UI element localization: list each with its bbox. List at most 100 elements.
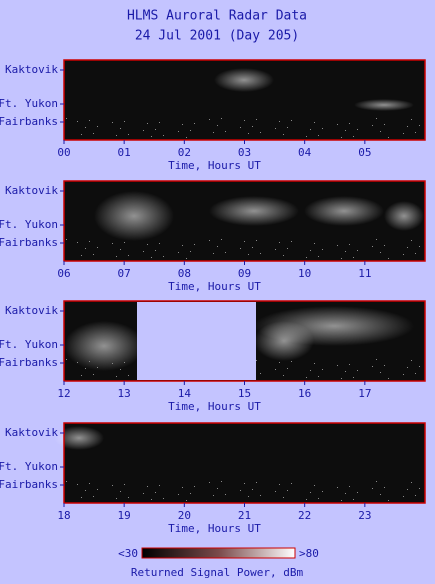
noise	[190, 130, 191, 131]
noise	[341, 137, 342, 138]
noise	[194, 123, 195, 124]
noise	[89, 361, 90, 362]
noise	[357, 370, 358, 371]
noise	[178, 252, 179, 253]
noise	[388, 378, 389, 379]
noise	[291, 361, 292, 362]
echo	[214, 68, 274, 92]
noise	[163, 256, 164, 257]
colorbar	[141, 547, 296, 559]
noise	[112, 122, 113, 123]
echo	[254, 321, 314, 361]
noise	[353, 377, 354, 378]
y-tick-label: Kaktovik	[5, 304, 58, 317]
noise	[93, 374, 94, 375]
noise	[147, 244, 148, 245]
noise	[252, 126, 253, 127]
x-tick-label: 14	[178, 387, 192, 400]
noise	[244, 241, 245, 242]
noise	[182, 124, 183, 125]
noise	[89, 483, 90, 484]
noise	[147, 486, 148, 487]
noise	[221, 481, 222, 482]
noise	[81, 134, 82, 135]
noise	[124, 121, 125, 122]
noise	[341, 378, 342, 379]
noise	[120, 491, 121, 492]
noise	[221, 239, 222, 240]
noise	[322, 369, 323, 370]
noise	[120, 128, 121, 129]
noise	[341, 258, 342, 259]
colorbar-title: Returned Signal Power, dBm	[131, 566, 304, 579]
noise	[128, 134, 129, 135]
x-tick-label: 08	[178, 267, 191, 280]
noise	[349, 123, 350, 124]
echo	[354, 99, 414, 111]
noise	[97, 489, 98, 490]
x-tick-label: 06	[57, 267, 70, 280]
noise	[314, 243, 315, 244]
noise	[225, 252, 226, 253]
noise	[345, 371, 346, 372]
noise	[322, 491, 323, 492]
noise	[372, 125, 373, 126]
x-tick-label: 17	[358, 387, 371, 400]
noise	[190, 251, 191, 252]
noise	[376, 239, 377, 240]
noise	[217, 246, 218, 247]
noise	[407, 126, 408, 127]
noise	[77, 362, 78, 363]
noise	[372, 366, 373, 367]
noise	[190, 493, 191, 494]
noise	[159, 243, 160, 244]
y-tick-label: Fairbanks	[0, 478, 58, 491]
noise	[283, 497, 284, 498]
noise	[93, 254, 94, 255]
x-tick-label: 15	[238, 387, 251, 400]
noise	[279, 121, 280, 122]
noise	[97, 247, 98, 248]
noise	[97, 126, 98, 127]
noise	[275, 369, 276, 370]
noise	[310, 492, 311, 493]
noise	[291, 241, 292, 242]
noise	[372, 488, 373, 489]
noise	[194, 244, 195, 245]
noise	[116, 376, 117, 377]
noise	[143, 130, 144, 131]
x-tick-label: 16	[298, 387, 311, 400]
noise	[116, 135, 117, 136]
noise	[349, 244, 350, 245]
noise	[89, 241, 90, 242]
noise	[345, 130, 346, 131]
noise	[403, 496, 404, 497]
y-tick-label: Kaktovik	[5, 63, 58, 76]
noise	[155, 250, 156, 251]
x-tick-label: 18	[57, 509, 70, 522]
echo	[64, 321, 144, 371]
noise	[376, 118, 377, 119]
noise	[66, 481, 67, 482]
noise	[93, 133, 94, 134]
noise	[163, 135, 164, 136]
noise	[357, 492, 358, 493]
noise	[151, 499, 152, 500]
noise	[388, 258, 389, 259]
noise	[112, 363, 113, 364]
noise	[322, 128, 323, 129]
noise	[407, 367, 408, 368]
noise	[240, 127, 241, 128]
y-tick-label: Ft. Yukon	[0, 338, 58, 351]
y-tick-label: Kaktovik	[5, 184, 58, 197]
y-tick-label: Ft. Yukon	[0, 460, 58, 473]
noise	[337, 487, 338, 488]
noise	[256, 119, 257, 120]
x-tick-label: 00	[57, 146, 70, 159]
noise	[306, 257, 307, 258]
x-tick-label: 11	[358, 267, 371, 280]
noise	[217, 125, 218, 126]
chart-title: HLMS Auroral Radar Data	[127, 9, 307, 24]
noise	[419, 488, 420, 489]
noise	[357, 250, 358, 251]
